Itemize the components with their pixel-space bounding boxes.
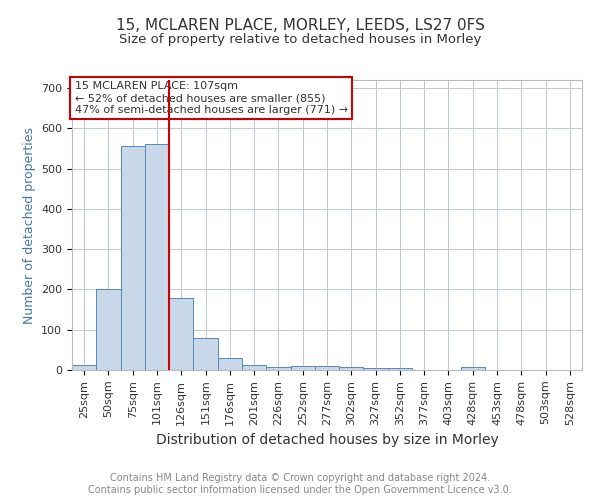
Bar (315, 366, 339, 370)
Bar (266, 367, 290, 370)
Bar (388, 368, 412, 370)
Bar (242, 365, 266, 370)
Bar (145, 144, 169, 370)
Bar (193, 338, 218, 370)
Bar (121, 146, 145, 370)
Bar (339, 367, 364, 370)
Text: Contains HM Land Registry data © Crown copyright and database right 2024.
Contai: Contains HM Land Registry data © Crown c… (88, 474, 512, 495)
Text: Size of property relative to detached houses in Morley: Size of property relative to detached ho… (119, 32, 481, 46)
X-axis label: Distribution of detached houses by size in Morley: Distribution of detached houses by size … (155, 433, 499, 447)
Y-axis label: Number of detached properties: Number of detached properties (23, 126, 35, 324)
Text: 15, MCLAREN PLACE, MORLEY, LEEDS, LS27 0FS: 15, MCLAREN PLACE, MORLEY, LEEDS, LS27 0… (116, 18, 484, 32)
Bar (290, 366, 315, 370)
Bar (96, 288, 121, 370)
Text: 15 MCLAREN PLACE: 107sqm
← 52% of detached houses are smaller (855)
47% of semi-: 15 MCLAREN PLACE: 107sqm ← 52% of detach… (74, 82, 347, 114)
Bar (461, 367, 485, 370)
Bar (169, 298, 193, 370)
Bar (364, 368, 388, 370)
Bar (72, 365, 96, 370)
Bar (218, 358, 242, 370)
